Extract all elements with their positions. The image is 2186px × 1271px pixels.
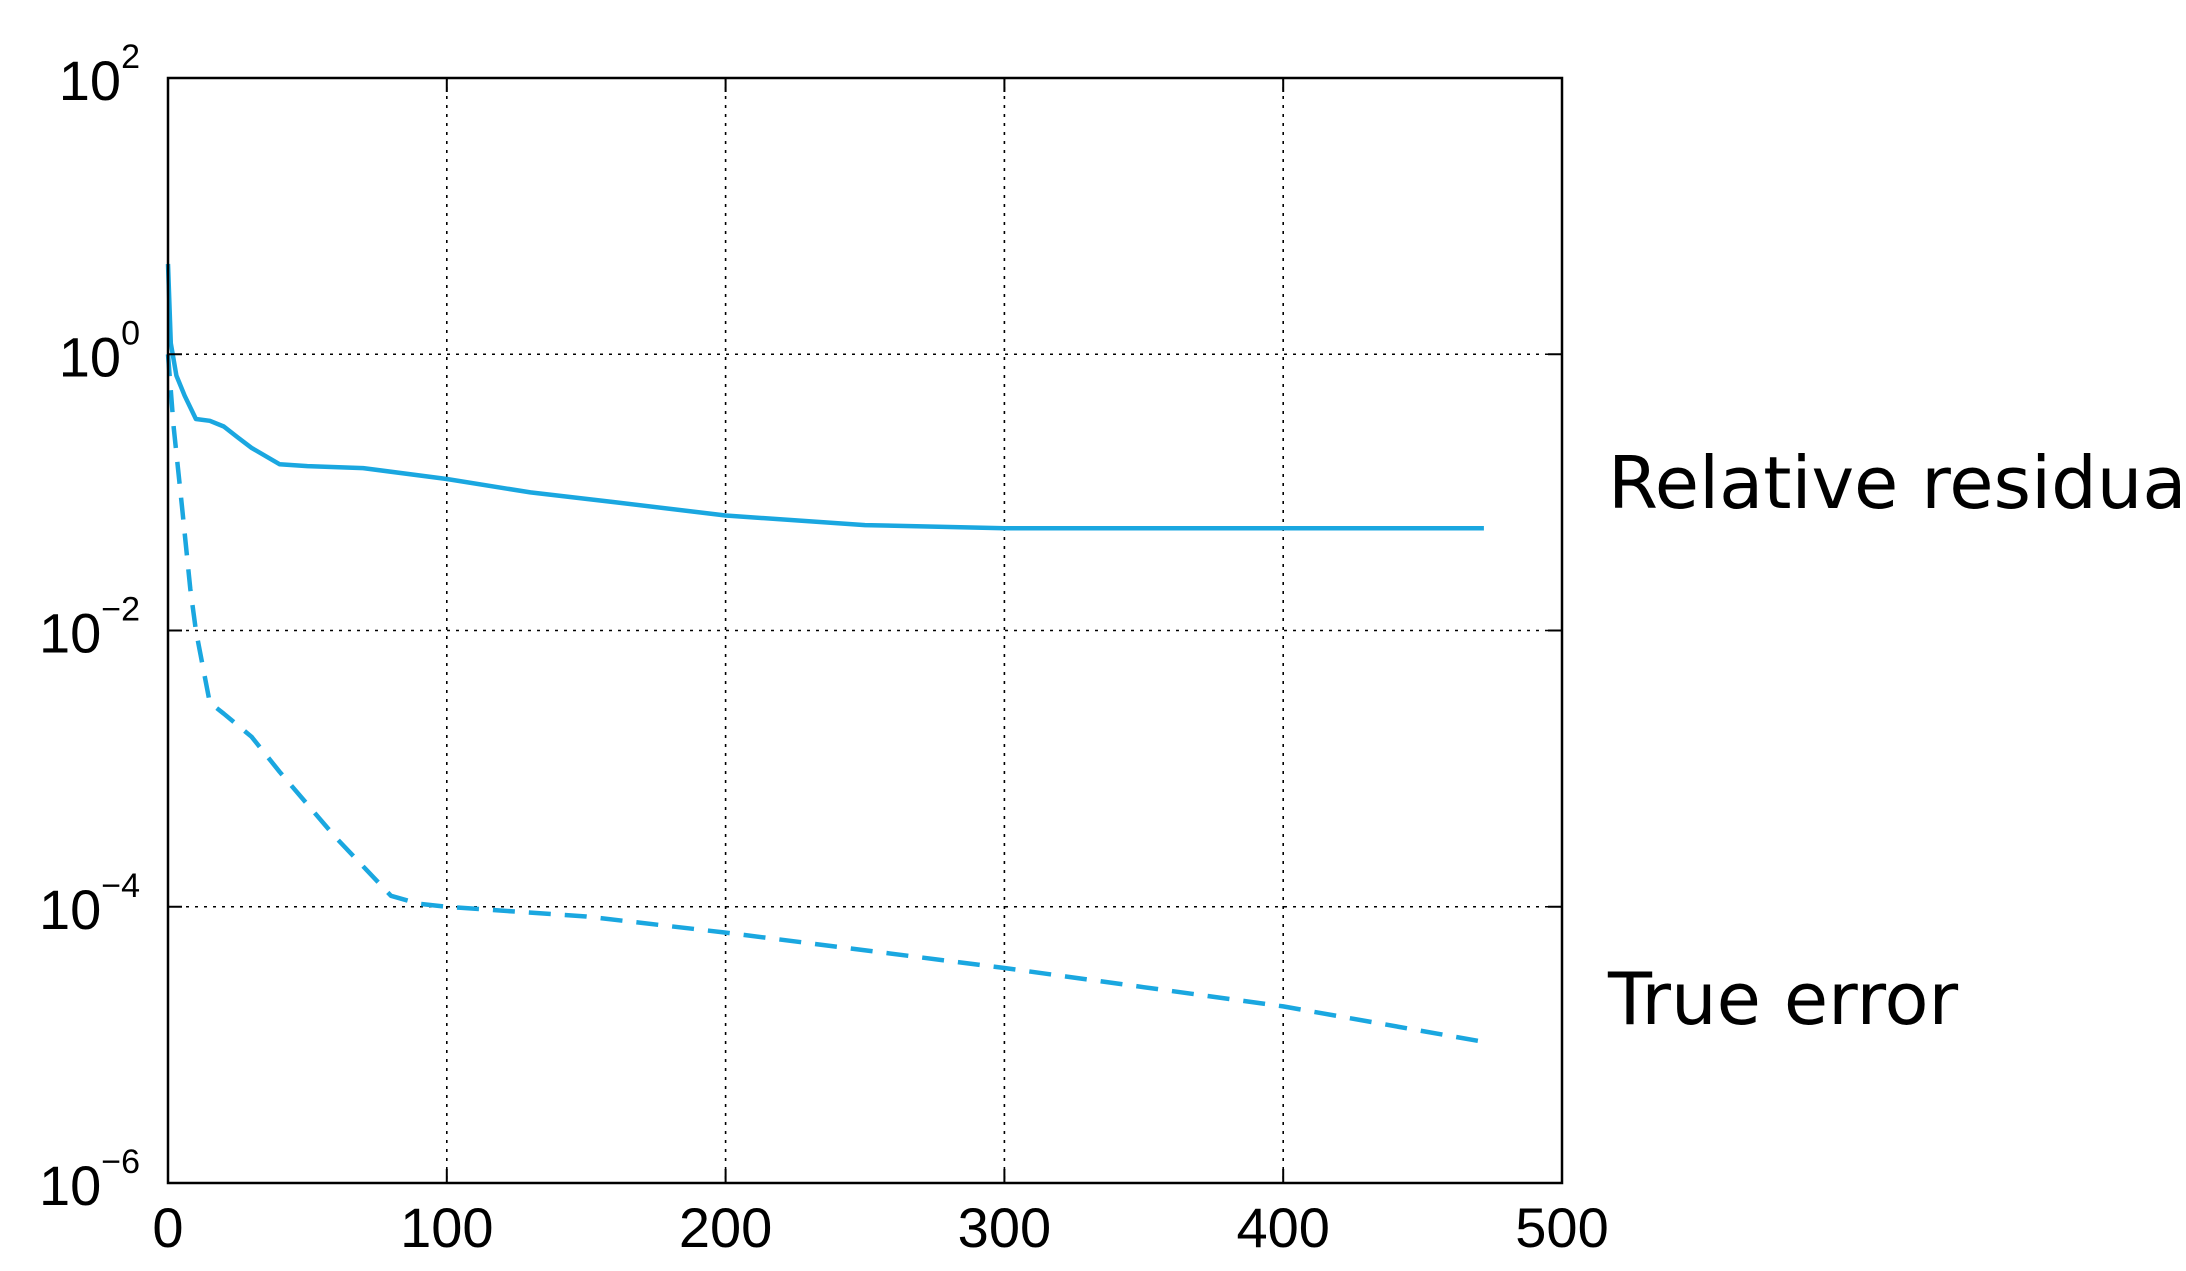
x-tick-label: 500 <box>1515 1196 1608 1259</box>
series-line-true-error <box>165 354 1485 1045</box>
series-lines <box>165 263 1485 1045</box>
y-tick-label: 102 <box>59 38 140 112</box>
y-tick-label: 100 <box>59 314 140 388</box>
grid-lines <box>168 78 1562 1183</box>
x-tick-label: 0 <box>152 1196 183 1259</box>
x-tick-label: 300 <box>958 1196 1051 1259</box>
y-tick-label: 10−4 <box>39 867 140 941</box>
y-tick-labels: 10−6 10−4 10−2 100 102 <box>39 38 140 1217</box>
series-labels: Relative residual True error <box>1607 441 2186 1041</box>
series-line-relative-residual <box>165 263 1484 531</box>
x-tick-label: 400 <box>1236 1196 1329 1259</box>
true-error-label: True error <box>1607 957 1959 1041</box>
y-tick-label: 10−6 <box>39 1143 140 1217</box>
x-tick-labels: 0 100 200 300 400 500 <box>152 1196 1608 1259</box>
relative-residual-label: Relative residual <box>1608 441 2186 525</box>
x-tick-label: 200 <box>679 1196 772 1259</box>
y-tick-label: 10−2 <box>39 591 140 665</box>
x-tick-label: 100 <box>400 1196 493 1259</box>
tick-marks <box>167 77 1563 1184</box>
